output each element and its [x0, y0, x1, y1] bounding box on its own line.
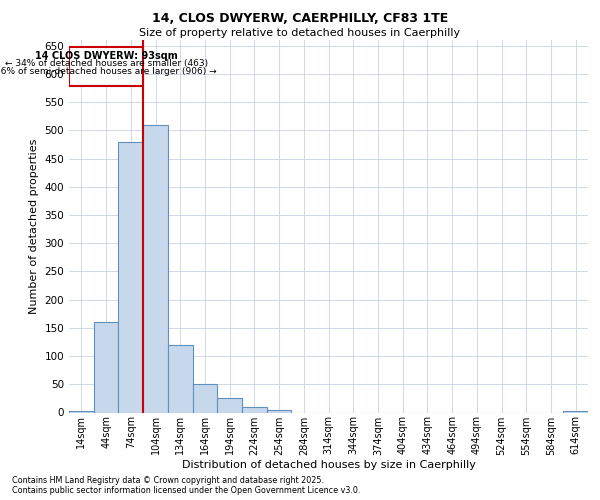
Y-axis label: Number of detached properties: Number of detached properties — [29, 138, 39, 314]
Text: ← 34% of detached houses are smaller (463): ← 34% of detached houses are smaller (46… — [5, 59, 208, 68]
Bar — [168, 345, 193, 412]
Bar — [143, 124, 168, 412]
Text: 66% of semi-detached houses are larger (906) →: 66% of semi-detached houses are larger (… — [0, 67, 217, 76]
Text: Contains HM Land Registry data © Crown copyright and database right 2025.
Contai: Contains HM Land Registry data © Crown c… — [12, 476, 361, 495]
FancyBboxPatch shape — [69, 47, 143, 86]
Text: 14 CLOS DWYERW: 93sqm: 14 CLOS DWYERW: 93sqm — [35, 52, 178, 62]
Bar — [118, 142, 143, 412]
Text: 14, CLOS DWYERW, CAERPHILLY, CF83 1TE: 14, CLOS DWYERW, CAERPHILLY, CF83 1TE — [152, 12, 448, 26]
Bar — [267, 410, 292, 412]
Text: Size of property relative to detached houses in Caerphilly: Size of property relative to detached ho… — [139, 28, 461, 38]
Bar — [94, 322, 118, 412]
Bar — [217, 398, 242, 412]
Bar — [193, 384, 217, 412]
X-axis label: Distribution of detached houses by size in Caerphilly: Distribution of detached houses by size … — [182, 460, 475, 470]
Bar — [242, 407, 267, 412]
